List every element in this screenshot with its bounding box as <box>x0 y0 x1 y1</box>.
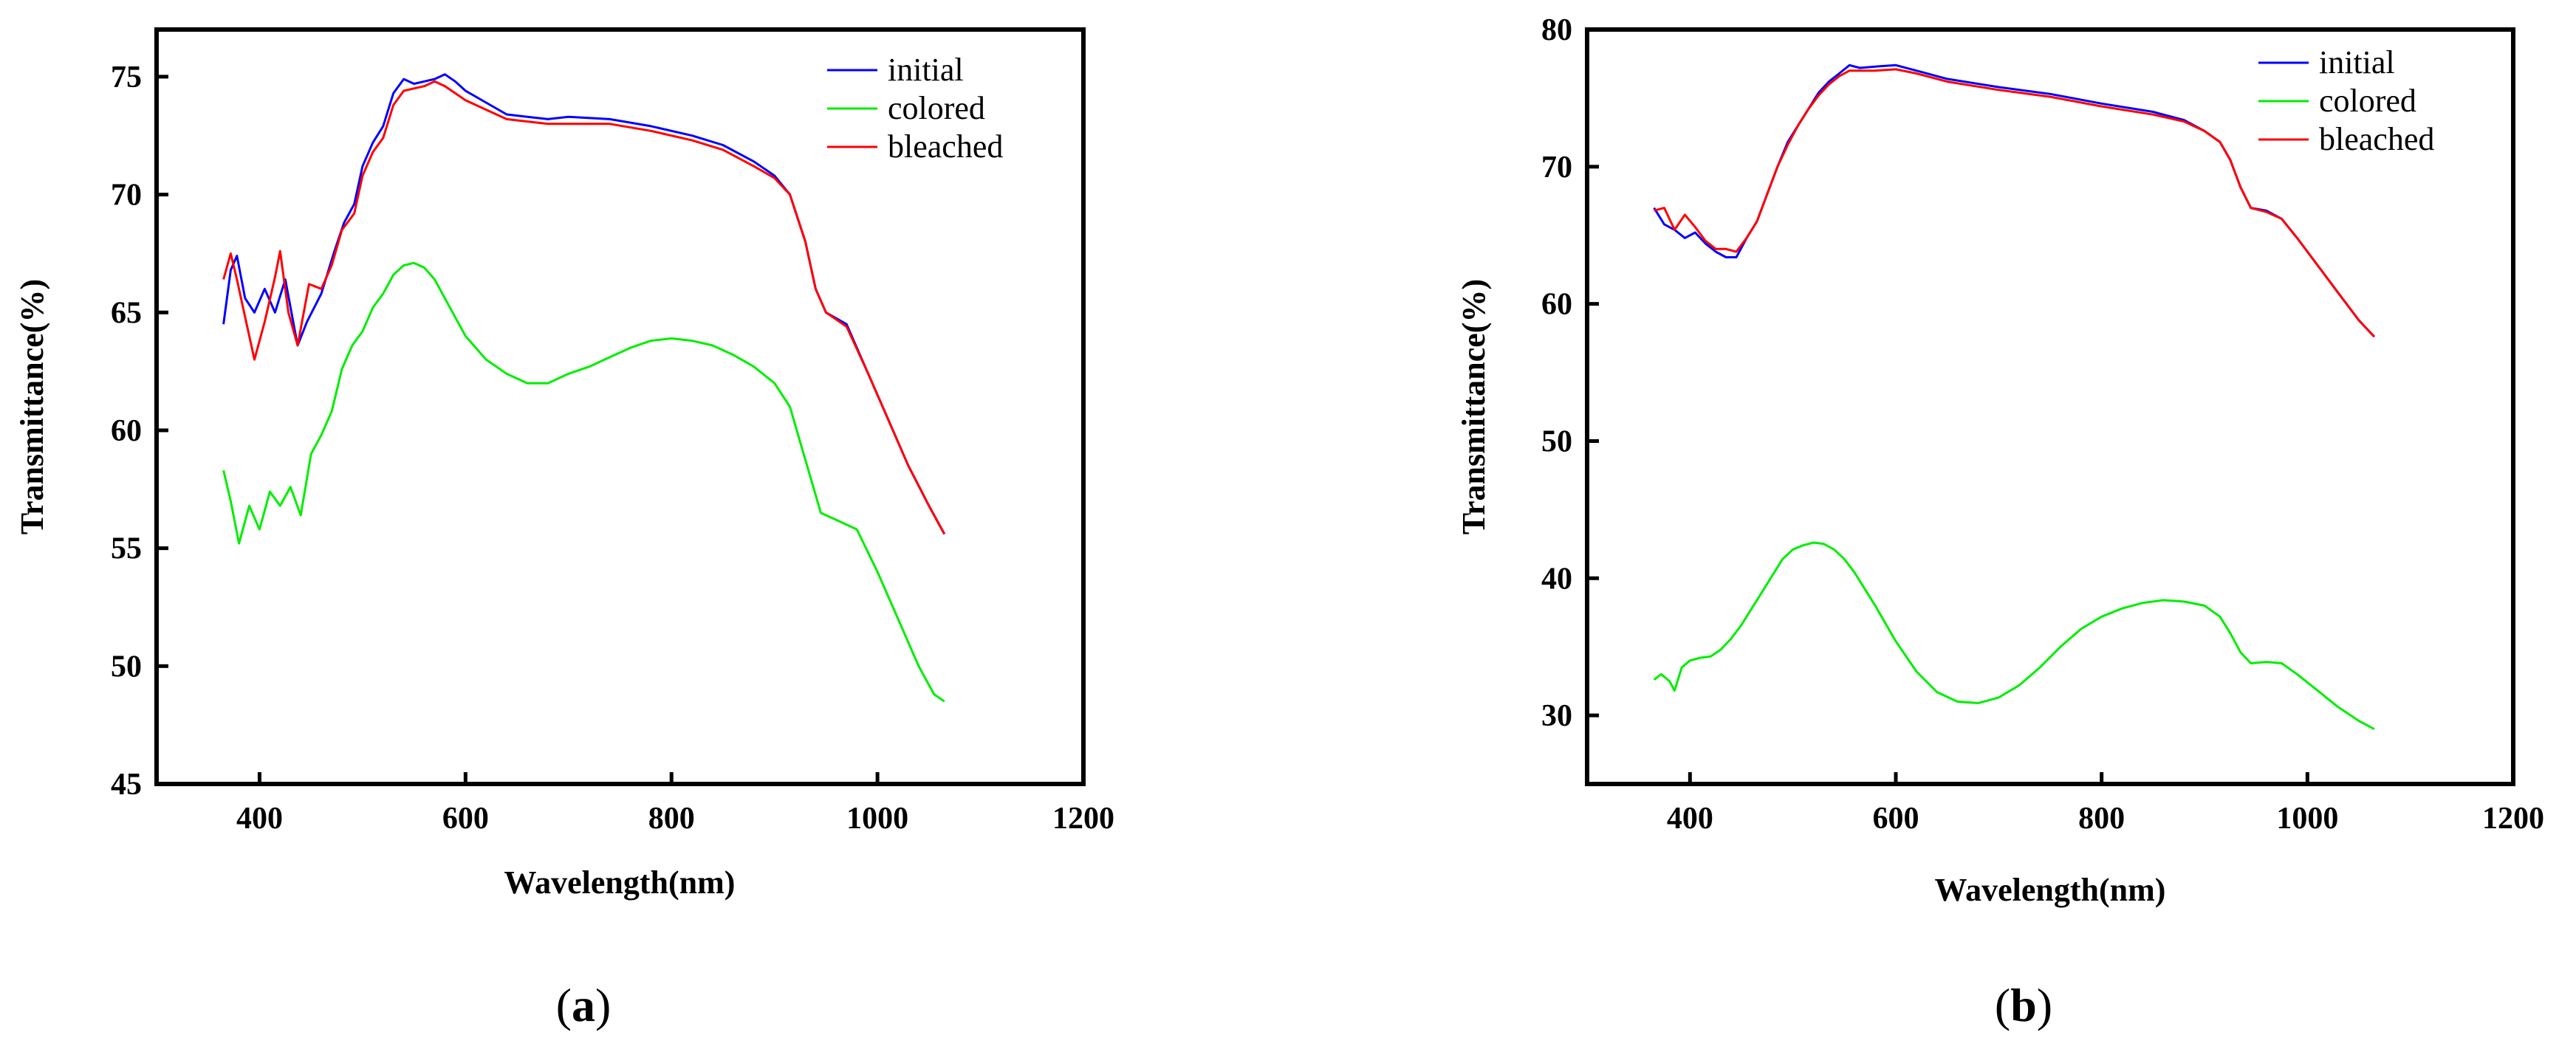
x-tick-label: 800 <box>648 802 695 836</box>
legend-label-bleached: bleached <box>2319 121 2434 157</box>
y-tick-label: 50 <box>1541 424 1572 458</box>
series-line-bleached <box>222 80 946 535</box>
chart-panel-a: 400 600 800 1000 1200 45 50 55 60 65 70 75 Waveleng… <box>14 27 1114 1031</box>
y-tick-label: 40 <box>1541 562 1572 596</box>
x-tick-label: 600 <box>442 802 489 836</box>
legend-label-bleached: bleached <box>888 128 1003 165</box>
plot-frame <box>1585 27 2515 786</box>
x-tick-label: 1000 <box>2276 802 2338 836</box>
legend-label-initial: initial <box>888 52 964 88</box>
legend-label-colored: colored <box>888 90 985 126</box>
legend-label-colored: colored <box>2319 83 2416 119</box>
x-tick-label: 1200 <box>1052 802 1114 836</box>
x-axis-title: Wavelength(nm) <box>504 864 736 901</box>
y-tick-label: 50 <box>111 650 142 684</box>
x-tick-label: 400 <box>236 802 283 836</box>
y-axis-title: Transmittance(%) <box>1456 279 1492 534</box>
plot-frame <box>154 27 1086 786</box>
x-tick-label: 600 <box>1873 802 1919 836</box>
series-line-initial <box>222 73 946 535</box>
panel-caption: (b) <box>1995 979 2052 1031</box>
y-tick-label: 55 <box>111 532 142 566</box>
y-tick-label: 70 <box>1541 151 1572 185</box>
series-line-bleached <box>1654 68 2375 338</box>
y-tick-label: 60 <box>1541 288 1572 322</box>
x-tick-label: 800 <box>2078 802 2125 836</box>
series-line-colored <box>1653 541 2375 731</box>
y-axis-title: Transmittance(%) <box>14 279 50 534</box>
x-axis-title: Wavelength(nm) <box>1935 872 2166 908</box>
y-tick-label: 45 <box>111 768 142 802</box>
x-tick-label: 1200 <box>2482 802 2544 836</box>
y-tick-label: 65 <box>111 296 142 330</box>
series-line-colored <box>222 261 945 703</box>
y-tick-label: 60 <box>111 414 142 448</box>
chart-panel-b: 400 600 800 1000 1200 30 40 50 60 70 80 Wavelength… <box>1456 13 2544 1031</box>
y-tick-label: 70 <box>111 179 142 213</box>
x-tick-label: 400 <box>1667 802 1713 836</box>
legend-label-initial: initial <box>2319 44 2395 80</box>
x-tick-label: 1000 <box>846 802 908 836</box>
y-tick-label: 30 <box>1541 699 1572 733</box>
y-tick-label: 75 <box>111 61 142 94</box>
panel-caption: (a) <box>556 979 612 1031</box>
y-tick-label: 80 <box>1541 13 1572 47</box>
series-line-initial <box>1653 63 2375 338</box>
